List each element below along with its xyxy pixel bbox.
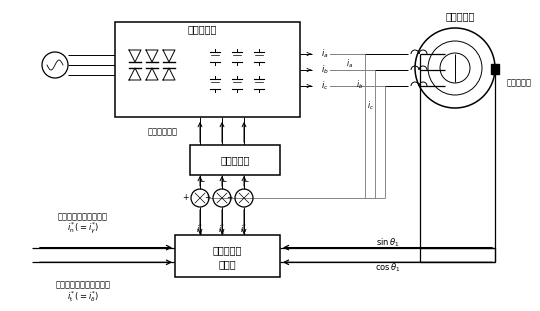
- Text: $i_c^{*}$: $i_c^{*}$: [240, 223, 248, 238]
- Text: 電流指令値: 電流指令値: [213, 245, 242, 255]
- Text: $i_a$: $i_a$: [321, 48, 328, 60]
- Text: $\sin\theta_{1}$: $\sin\theta_{1}$: [376, 236, 399, 249]
- Text: トルク電流成分の指令値: トルク電流成分の指令値: [56, 281, 111, 290]
- Text: $\cos\theta_{1}$: $\cos\theta_{1}$: [375, 261, 400, 274]
- Bar: [115, 22, 300, 117]
- Bar: [190, 145, 280, 175]
- Text: $i_b$: $i_b$: [356, 79, 363, 91]
- Text: $i_{\mathrm{n}}^{*}\,(=i_{\gamma}^{*})$: $i_{\mathrm{n}}^{*}\,(=i_{\gamma}^{*})$: [67, 220, 99, 236]
- Text: 磁束電流成分の指令値: 磁束電流成分の指令値: [58, 212, 108, 221]
- Text: 演算部: 演算部: [219, 259, 237, 269]
- Text: $i_b^{*}$: $i_b^{*}$: [218, 223, 226, 238]
- Text: $i_{\mathrm{t}}^{*}\,(=i_{\delta}^{*})$: $i_{\mathrm{t}}^{*}\,(=i_{\delta}^{*})$: [67, 290, 99, 304]
- Bar: [491, 64, 499, 74]
- Text: +: +: [227, 193, 233, 202]
- Text: $i_a^{*}$: $i_a^{*}$: [197, 223, 204, 238]
- Text: インバータ: インバータ: [188, 24, 217, 34]
- Text: $i_c$: $i_c$: [321, 80, 328, 92]
- Text: 電流制御部: 電流制御部: [220, 155, 249, 165]
- Text: オンオフ信号: オンオフ信号: [148, 128, 178, 137]
- Text: +: +: [183, 193, 189, 202]
- Text: −: −: [198, 177, 204, 186]
- Text: $i_a$: $i_a$: [347, 58, 354, 70]
- Text: $i_b$: $i_b$: [321, 64, 329, 76]
- Bar: [175, 235, 280, 277]
- Text: +: +: [205, 193, 211, 202]
- Text: $i_c$: $i_c$: [367, 100, 374, 112]
- Text: −: −: [242, 177, 248, 186]
- Text: 誘導電動機: 誘導電動機: [446, 11, 475, 21]
- Text: −: −: [220, 177, 226, 186]
- Text: 磁気センサ: 磁気センサ: [507, 78, 532, 87]
